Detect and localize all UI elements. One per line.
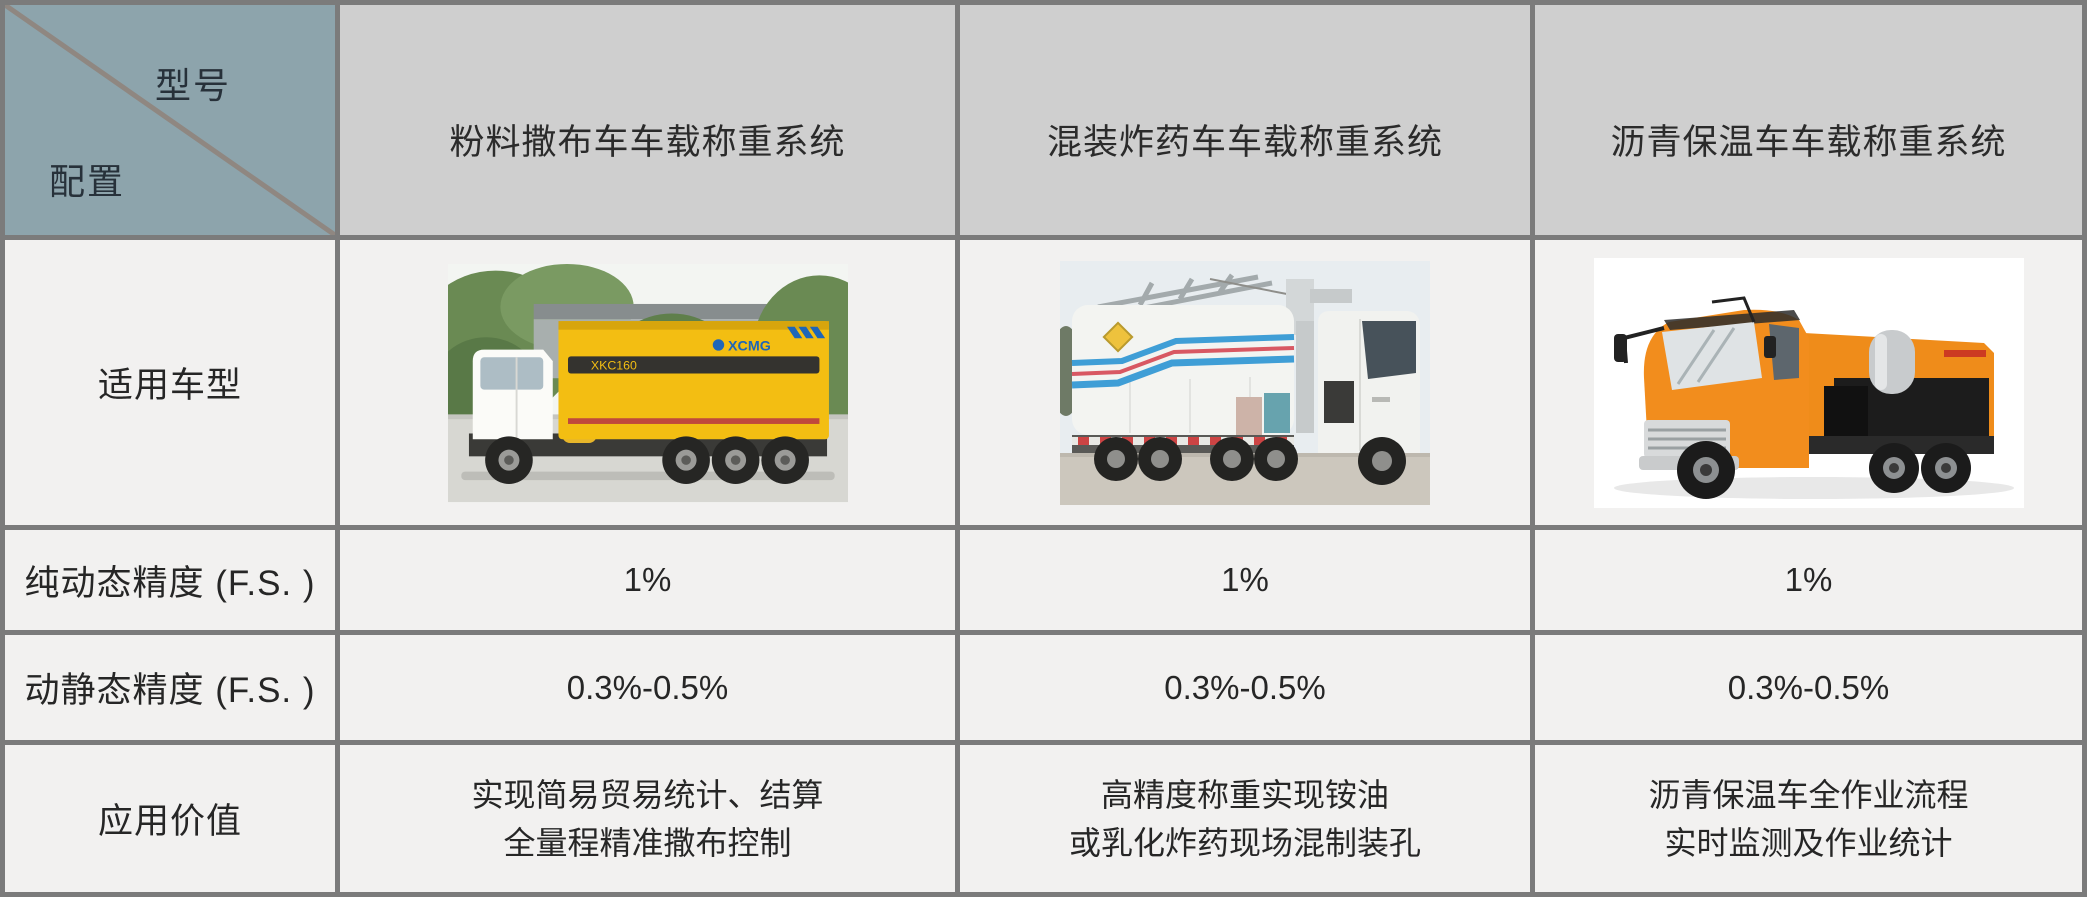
column-header-asphalt-insulated: 沥青保温车车载称重系统 <box>1535 5 2082 235</box>
vehicle-image-cell-asphalt-insulated <box>1535 240 2082 525</box>
truck-brand-mark: XCMG <box>728 338 771 354</box>
cell-pure-dynamic-accuracy-3: 1% <box>1535 530 2082 630</box>
diagonal-divider <box>5 5 335 235</box>
truck-model-mark: XKC160 <box>590 358 636 372</box>
row-label-application-value: 应用价值 <box>5 745 335 892</box>
cell-dynamic-static-accuracy-2: 0.3%-0.5% <box>960 635 1530 740</box>
vehicle-photo-powder-spreader: XCMG XKC160 <box>447 263 848 502</box>
column-header-powder-spreader: 粉料撒布车车载称重系统 <box>340 5 955 235</box>
cell-application-value-2: 高精度称重实现铵油 或乳化炸药现场混制装孔 <box>960 745 1530 892</box>
vehicle-image-cell-powder-spreader: XCMG XKC160 <box>340 240 955 525</box>
cell-pure-dynamic-accuracy-1: 1% <box>340 530 955 630</box>
cell-application-value-1: 实现简易贸易统计、结算 全量程精准撒布控制 <box>340 745 955 892</box>
vehicle-image-cell-explosive-mixing <box>960 240 1530 525</box>
row-label-applicable-vehicle: 适用车型 <box>5 240 335 525</box>
vehicle-photo-explosive-mixing <box>1060 260 1430 505</box>
row-label-dynamic-static-accuracy: 动静态精度 (F.S. ) <box>5 635 335 740</box>
corner-label-config: 配置 <box>49 161 126 202</box>
cell-dynamic-static-accuracy-1: 0.3%-0.5% <box>340 635 955 740</box>
cell-pure-dynamic-accuracy-2: 1% <box>960 530 1530 630</box>
column-header-explosive-mixing: 混装炸药车车载称重系统 <box>960 5 1530 235</box>
vehicle-photo-asphalt-insulated <box>1593 257 2024 508</box>
corner-label-model: 型号 <box>155 65 232 106</box>
cell-dynamic-static-accuracy-3: 0.3%-0.5% <box>1535 635 2082 740</box>
cell-application-value-3: 沥青保温车全作业流程 实时监测及作业统计 <box>1535 745 2082 892</box>
corner-cell: 型号 配置 <box>5 5 335 235</box>
row-label-pure-dynamic-accuracy: 纯动态精度 (F.S. ) <box>5 530 335 630</box>
